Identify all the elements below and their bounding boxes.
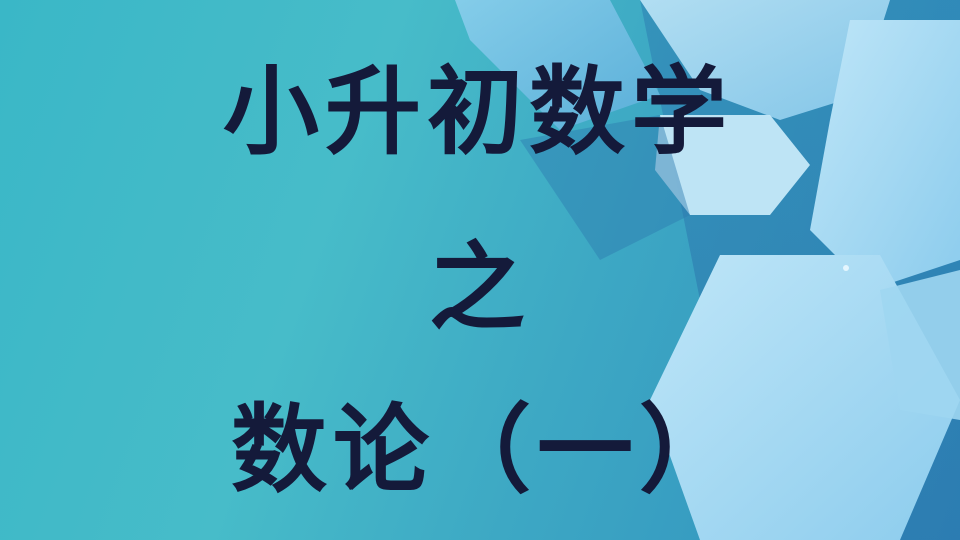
hexagon-mid-left bbox=[655, 115, 810, 215]
title-line-1: 小升初数学 bbox=[223, 55, 733, 168]
title-line-3: 数论（一） bbox=[231, 393, 741, 506]
hexagon-top bbox=[640, 0, 890, 120]
hexagon-upper-right bbox=[810, 20, 960, 290]
hexagon-bottom-right bbox=[650, 255, 960, 540]
title-line-2: 之 bbox=[429, 231, 531, 344]
hexagon-far-right bbox=[880, 270, 960, 420]
glow-dot bbox=[843, 265, 849, 271]
diagonal-shadow bbox=[520, 115, 690, 260]
hexagon-top-left bbox=[455, 0, 660, 130]
